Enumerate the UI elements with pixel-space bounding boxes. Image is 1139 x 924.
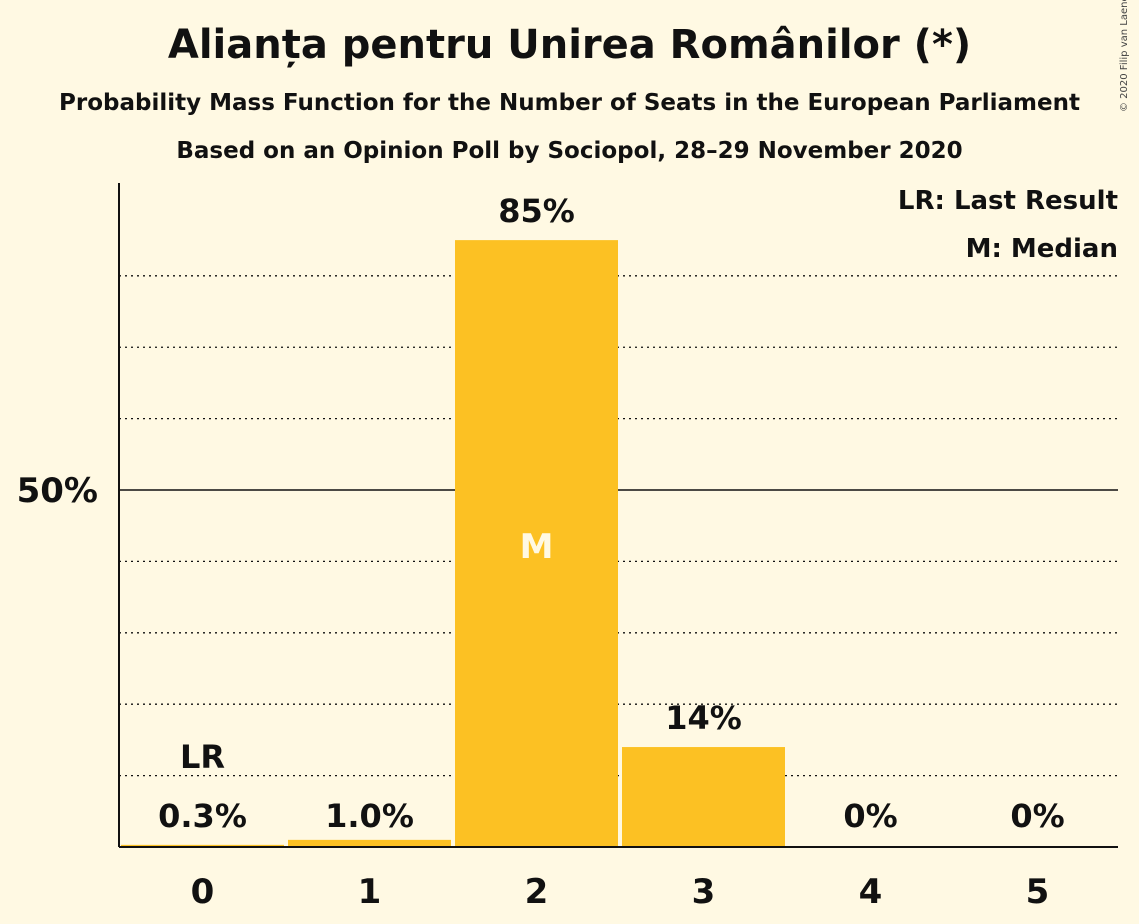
x-tick-label: 2 xyxy=(525,872,549,912)
data-label: 0.3% xyxy=(158,797,247,835)
data-label: 14% xyxy=(665,699,742,737)
y-tick-label: 50% xyxy=(17,471,98,511)
x-tick-label: 5 xyxy=(1026,872,1050,912)
gridlines xyxy=(119,275,1118,777)
data-labels: 0.3% 1.0% 85% 14% 0% 0% M LR xyxy=(158,192,1065,835)
data-label: 1.0% xyxy=(325,797,414,835)
chart-source: Based on an Opinion Poll by Sociopol, 28… xyxy=(176,138,963,164)
x-tick-label: 1 xyxy=(358,872,382,912)
bar-0 xyxy=(121,844,284,847)
bars xyxy=(121,240,785,847)
bar-1 xyxy=(288,839,451,847)
chart-subtitle: Probability Mass Function for the Number… xyxy=(59,90,1080,116)
last-result-marker: LR xyxy=(180,738,225,776)
data-label: 85% xyxy=(498,192,575,230)
x-tick-label: 4 xyxy=(859,872,883,912)
axes: 50% 0 1 2 3 4 5 xyxy=(17,183,1118,912)
median-marker: M xyxy=(520,527,554,567)
legend-last-result: LR: Last Result xyxy=(898,186,1118,216)
data-label: 0% xyxy=(843,797,897,835)
chart-title: Alianța pentru Unirea Românilor (*) xyxy=(167,22,972,68)
x-tick-label: 0 xyxy=(191,872,215,912)
data-label: 0% xyxy=(1010,797,1064,835)
bar-2 xyxy=(455,240,618,847)
x-tick-label: 3 xyxy=(692,872,716,912)
legend-median: M: Median xyxy=(966,234,1118,264)
bar-3 xyxy=(622,747,785,847)
